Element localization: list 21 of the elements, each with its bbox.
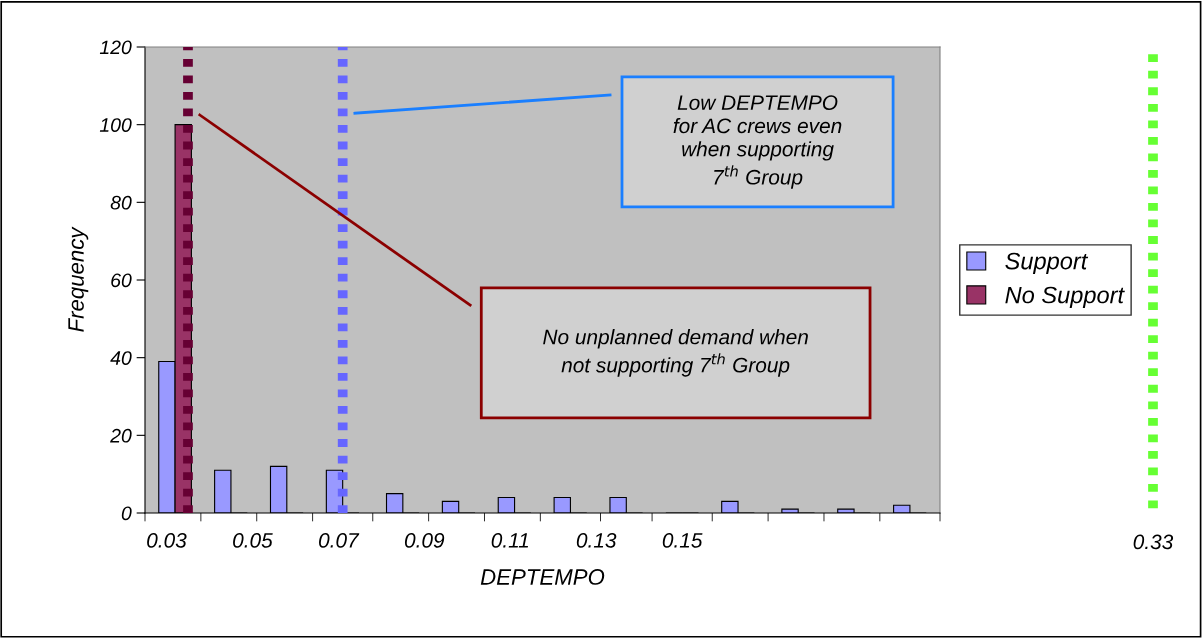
y-tick-label: 100 — [99, 118, 132, 132]
annotation: Low DEPTEMPO for AC crews even when supporting 7$^{th}$ Group — [673, 95, 842, 189]
x-tick-label: 0.05 — [233, 532, 273, 548]
y-tick-label: 40 — [110, 351, 132, 365]
legend-label: No Support — [1005, 286, 1125, 309]
x-tick-label: 0.15 — [662, 532, 703, 548]
y-tick-label: 0 — [121, 506, 132, 521]
y-tick-label: 80 — [110, 195, 132, 210]
x-tick-label: 0.11 — [491, 532, 529, 548]
annotation: No unplanned demand when not supporting 7$^{th}$ Group — [543, 329, 808, 377]
x-tick-label: 0.09 — [404, 532, 445, 548]
text: 0.33 — [1133, 534, 1174, 550]
y-tick-label: 120 — [99, 40, 132, 55]
y-tick-label: 60 — [111, 273, 132, 288]
x-tick-label: 0.07 — [319, 532, 360, 548]
x-tick-label: 0.03 — [147, 532, 187, 548]
y-axis-title: Frequency — [68, 226, 89, 332]
x-axis-title: DEPTEMPO — [480, 569, 605, 585]
x-tick-label: 0.13 — [576, 532, 617, 548]
legend-label: Support — [1005, 252, 1089, 275]
y-tick-label: 20 — [110, 428, 132, 443]
